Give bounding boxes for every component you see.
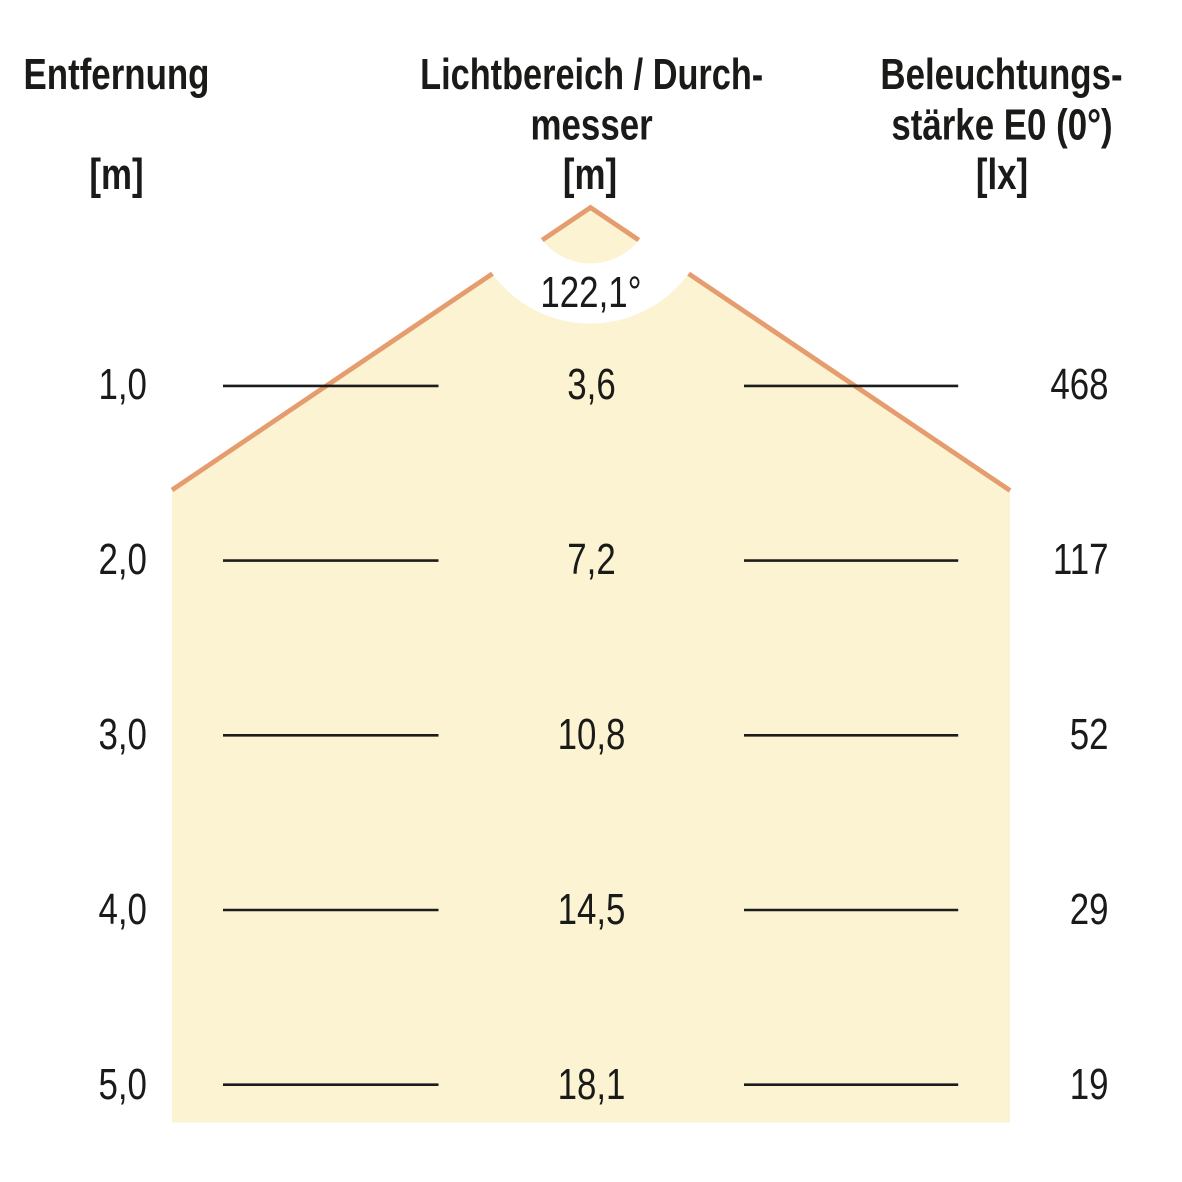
svg-text:[lx]: [lx] [976, 150, 1028, 199]
svg-text:7,2: 7,2 [567, 535, 615, 584]
svg-text:29: 29 [1070, 885, 1109, 934]
svg-text:[m]: [m] [563, 150, 617, 199]
svg-text:1,0: 1,0 [98, 360, 146, 409]
svg-text:468: 468 [1050, 360, 1108, 409]
svg-text:122,1°: 122,1° [540, 268, 641, 317]
svg-text:Entfernung: Entfernung [24, 50, 210, 99]
svg-text:3,6: 3,6 [567, 360, 615, 409]
svg-text:2,0: 2,0 [98, 535, 146, 584]
svg-text:10,8: 10,8 [558, 710, 626, 759]
svg-text:[m]: [m] [89, 150, 143, 199]
svg-text:18,1: 18,1 [558, 1060, 626, 1109]
svg-text:52: 52 [1070, 710, 1109, 759]
svg-text:4,0: 4,0 [98, 885, 146, 934]
svg-text:3,0: 3,0 [98, 710, 146, 759]
svg-text:stärke E0 (0°): stärke E0 (0°) [891, 101, 1112, 150]
svg-text:14,5: 14,5 [558, 885, 626, 934]
svg-text:117: 117 [1053, 535, 1109, 584]
svg-text:Beleuchtungs-: Beleuchtungs- [880, 50, 1122, 99]
svg-text:messer: messer [531, 101, 653, 150]
svg-text:5,0: 5,0 [98, 1060, 146, 1109]
svg-text:Lichtbereich / Durch-: Lichtbereich / Durch- [420, 50, 763, 99]
svg-text:19: 19 [1070, 1060, 1109, 1109]
